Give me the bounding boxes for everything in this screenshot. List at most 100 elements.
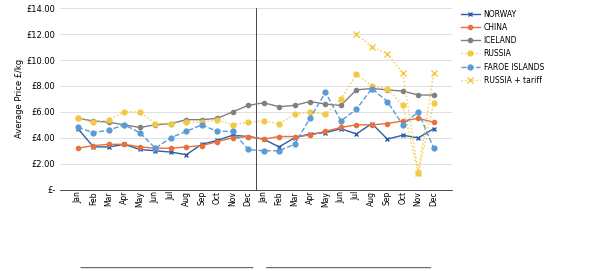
ICELAND [337,104,344,107]
ICELAND [182,118,190,121]
RUSSIA [337,97,344,101]
FAROE ISLANDS [276,149,283,152]
FAROE ISLANDS [306,117,314,120]
NORWAY [260,137,267,141]
ICELAND [167,122,175,125]
ICELAND [260,101,267,104]
NORWAY [136,148,143,151]
ICELAND [399,89,406,93]
FAROE ISLANDS [337,119,344,122]
NORWAY [306,132,314,136]
RUSSIA + tariff [383,52,391,55]
ICELAND [276,105,283,108]
ICELAND [383,88,391,92]
FAROE ISLANDS [75,126,82,129]
CHINA [152,147,159,150]
CHINA [244,135,252,138]
CHINA [337,126,344,129]
NORWAY [90,145,97,149]
ICELAND [415,93,422,97]
RUSSIA [229,123,236,127]
RUSSIA + tariff [415,171,422,175]
CHINA [136,145,143,149]
FAROE ISLANDS [182,130,190,133]
NORWAY [198,143,205,146]
FAROE ISLANDS [105,128,113,132]
RUSSIA [322,113,329,116]
ICELAND [322,102,329,106]
FAROE ISLANDS [167,136,175,140]
NORWAY [229,134,236,137]
RUSSIA [182,121,190,124]
CHINA [105,143,113,146]
FAROE ISLANDS [383,100,391,103]
FAROE ISLANDS [260,149,267,152]
RUSSIA [167,122,175,125]
RUSSIA [75,117,82,120]
RUSSIA [244,121,252,124]
ICELAND [353,88,360,92]
CHINA [306,134,314,137]
RUSSIA [152,122,159,125]
CHINA [260,137,267,141]
CHINA [198,144,205,147]
RUSSIA [121,110,128,114]
RUSSIA [399,104,406,107]
Line: NORWAY: NORWAY [76,121,436,157]
RUSSIA [291,113,298,116]
ICELAND [244,104,252,107]
FAROE ISLANDS [214,130,221,133]
RUSSIA + tariff [368,46,376,49]
FAROE ISLANDS [229,130,236,133]
CHINA [430,121,437,124]
NORWAY [167,150,175,154]
NORWAY [322,131,329,134]
Line: RUSSIA: RUSSIA [76,72,436,175]
RUSSIA + tariff [353,33,360,36]
Line: CHINA: CHINA [76,116,436,150]
NORWAY [105,145,113,149]
ICELAND [229,110,236,114]
FAROE ISLANDS [90,131,97,134]
FAROE ISLANDS [136,131,143,134]
RUSSIA [260,119,267,122]
ICELAND [75,117,82,120]
CHINA [353,123,360,127]
CHINA [322,130,329,133]
RUSSIA [198,121,205,124]
ICELAND [291,104,298,107]
RUSSIA + tariff [399,71,406,75]
CHINA [415,117,422,120]
FAROE ISLANDS [121,123,128,127]
ICELAND [121,123,128,127]
ICELAND [430,93,437,97]
NORWAY [152,149,159,152]
CHINA [75,147,82,150]
FAROE ISLANDS [353,108,360,111]
NORWAY [430,127,437,130]
NORWAY [182,153,190,156]
FAROE ISLANDS [368,87,376,90]
NORWAY [399,134,406,137]
CHINA [214,140,221,143]
CHINA [121,143,128,146]
NORWAY [337,127,344,130]
RUSSIA [214,118,221,121]
RUSSIA [383,87,391,90]
RUSSIA [353,73,360,76]
NORWAY [383,137,391,141]
RUSSIA [105,118,113,121]
RUSSIA [430,101,437,104]
NORWAY [214,139,221,142]
NORWAY [368,122,376,125]
FAROE ISLANDS [152,147,159,150]
CHINA [167,147,175,150]
NORWAY [353,132,360,136]
CHINA [383,122,391,125]
FAROE ISLANDS [198,123,205,127]
Y-axis label: Average Price £/kg: Average Price £/kg [14,59,23,138]
CHINA [368,123,376,127]
ICELAND [198,118,205,121]
CHINA [229,136,236,140]
FAROE ISLANDS [322,91,329,94]
